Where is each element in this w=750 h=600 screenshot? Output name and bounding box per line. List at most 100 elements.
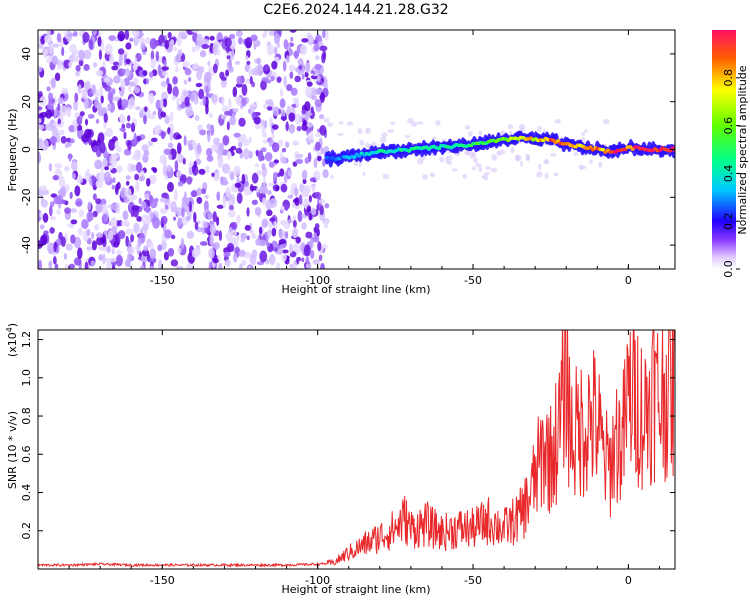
noise-blob [235, 96, 242, 104]
noise-blob [283, 75, 287, 88]
spectrogram-signal-ridge [324, 130, 675, 168]
noise-blob [218, 230, 223, 242]
noise-blob [108, 257, 117, 263]
noise-blob [107, 90, 114, 103]
noise-blob [194, 221, 199, 231]
noise-blob [271, 227, 277, 237]
noise-blob [179, 103, 187, 109]
noise-blob [38, 106, 43, 111]
noise-blob [160, 80, 168, 88]
noise-blob [125, 58, 131, 65]
noise-blob [286, 55, 290, 63]
noise-blob [77, 83, 82, 94]
noise-blob [125, 235, 129, 247]
noise-blob [153, 125, 161, 135]
noise-blob [238, 263, 243, 269]
noise-blob [311, 95, 317, 101]
noise-blob [387, 129, 395, 133]
noise-blob [103, 171, 112, 183]
noise-blob [93, 224, 100, 231]
noise-blob [224, 110, 231, 116]
noise-blob [514, 154, 520, 162]
noise-blob [278, 239, 287, 245]
noise-blob [235, 30, 243, 37]
noise-blob [273, 33, 281, 45]
noise-blob [77, 247, 83, 260]
noise-blob [353, 161, 359, 166]
noise-blob [68, 124, 76, 133]
noise-blob [108, 35, 117, 41]
noise-blob [64, 207, 71, 214]
noise-blob [285, 141, 290, 149]
noise-blob [92, 193, 97, 201]
noise-blob [317, 241, 322, 252]
noise-blob [439, 156, 445, 163]
noise-blob [294, 113, 302, 125]
noise-blob [259, 184, 268, 195]
noise-blob [304, 101, 311, 112]
noise-blob [327, 122, 334, 128]
noise-blob [49, 227, 55, 234]
noise-blob [298, 194, 303, 205]
noise-blob [290, 87, 298, 96]
noise-blob [282, 60, 287, 72]
noise-blob [287, 194, 294, 199]
noise-blob [306, 122, 313, 128]
noise-blob [135, 135, 142, 142]
snr-y-label: SNR (10 * v/v) [6, 411, 19, 489]
noise-blob [102, 246, 107, 252]
noise-blob [54, 163, 63, 169]
noise-blob [132, 77, 139, 85]
snr-frame [37, 329, 676, 570]
noise-blob [163, 251, 170, 261]
noise-blob [39, 224, 45, 230]
noise-blob [247, 190, 253, 196]
noise-blob [313, 43, 320, 52]
noise-blob [74, 185, 81, 197]
noise-blob [129, 37, 134, 42]
noise-blob [208, 247, 215, 259]
noise-blob [298, 64, 303, 70]
noise-blob [202, 95, 206, 106]
noise-blob [39, 95, 47, 106]
noise-blob [446, 160, 453, 166]
noise-blob [241, 173, 246, 185]
noise-blob [84, 261, 89, 269]
noise-blob [240, 237, 245, 243]
noise-blob [314, 99, 323, 108]
noise-blob [173, 188, 178, 201]
snr-series-line [38, 330, 675, 568]
noise-blob [133, 207, 139, 218]
noise-blob [254, 206, 262, 216]
noise-blob [288, 170, 292, 177]
colorbar-tick-label: 0.6 [722, 117, 735, 135]
noise-blob [221, 105, 229, 113]
noise-blob [358, 161, 362, 168]
noise-blob [322, 168, 329, 179]
noise-blob [319, 45, 328, 52]
noise-blob [295, 159, 303, 164]
noise-blob [229, 33, 236, 40]
noise-blob [422, 174, 429, 181]
noise-blob [52, 43, 60, 48]
noise-blob [120, 79, 126, 91]
noise-blob [379, 136, 387, 143]
noise-blob [167, 83, 173, 95]
noise-blob [598, 161, 603, 168]
noise-blob [196, 69, 203, 81]
noise-blob [109, 153, 117, 165]
noise-blob [483, 174, 488, 181]
noise-blob [234, 60, 241, 65]
noise-blob [177, 217, 182, 226]
noise-blob [123, 77, 130, 87]
noise-blob [92, 30, 97, 36]
noise-blob [83, 63, 90, 71]
noise-blob [99, 141, 106, 154]
noise-blob [573, 152, 579, 156]
noise-blob [157, 244, 163, 252]
noise-blob [301, 109, 307, 115]
noise-blob [150, 137, 158, 143]
noise-blob [303, 244, 311, 257]
noise-blob [130, 234, 135, 243]
spectrogram-x-label: Height of straight line (km) [281, 283, 430, 296]
